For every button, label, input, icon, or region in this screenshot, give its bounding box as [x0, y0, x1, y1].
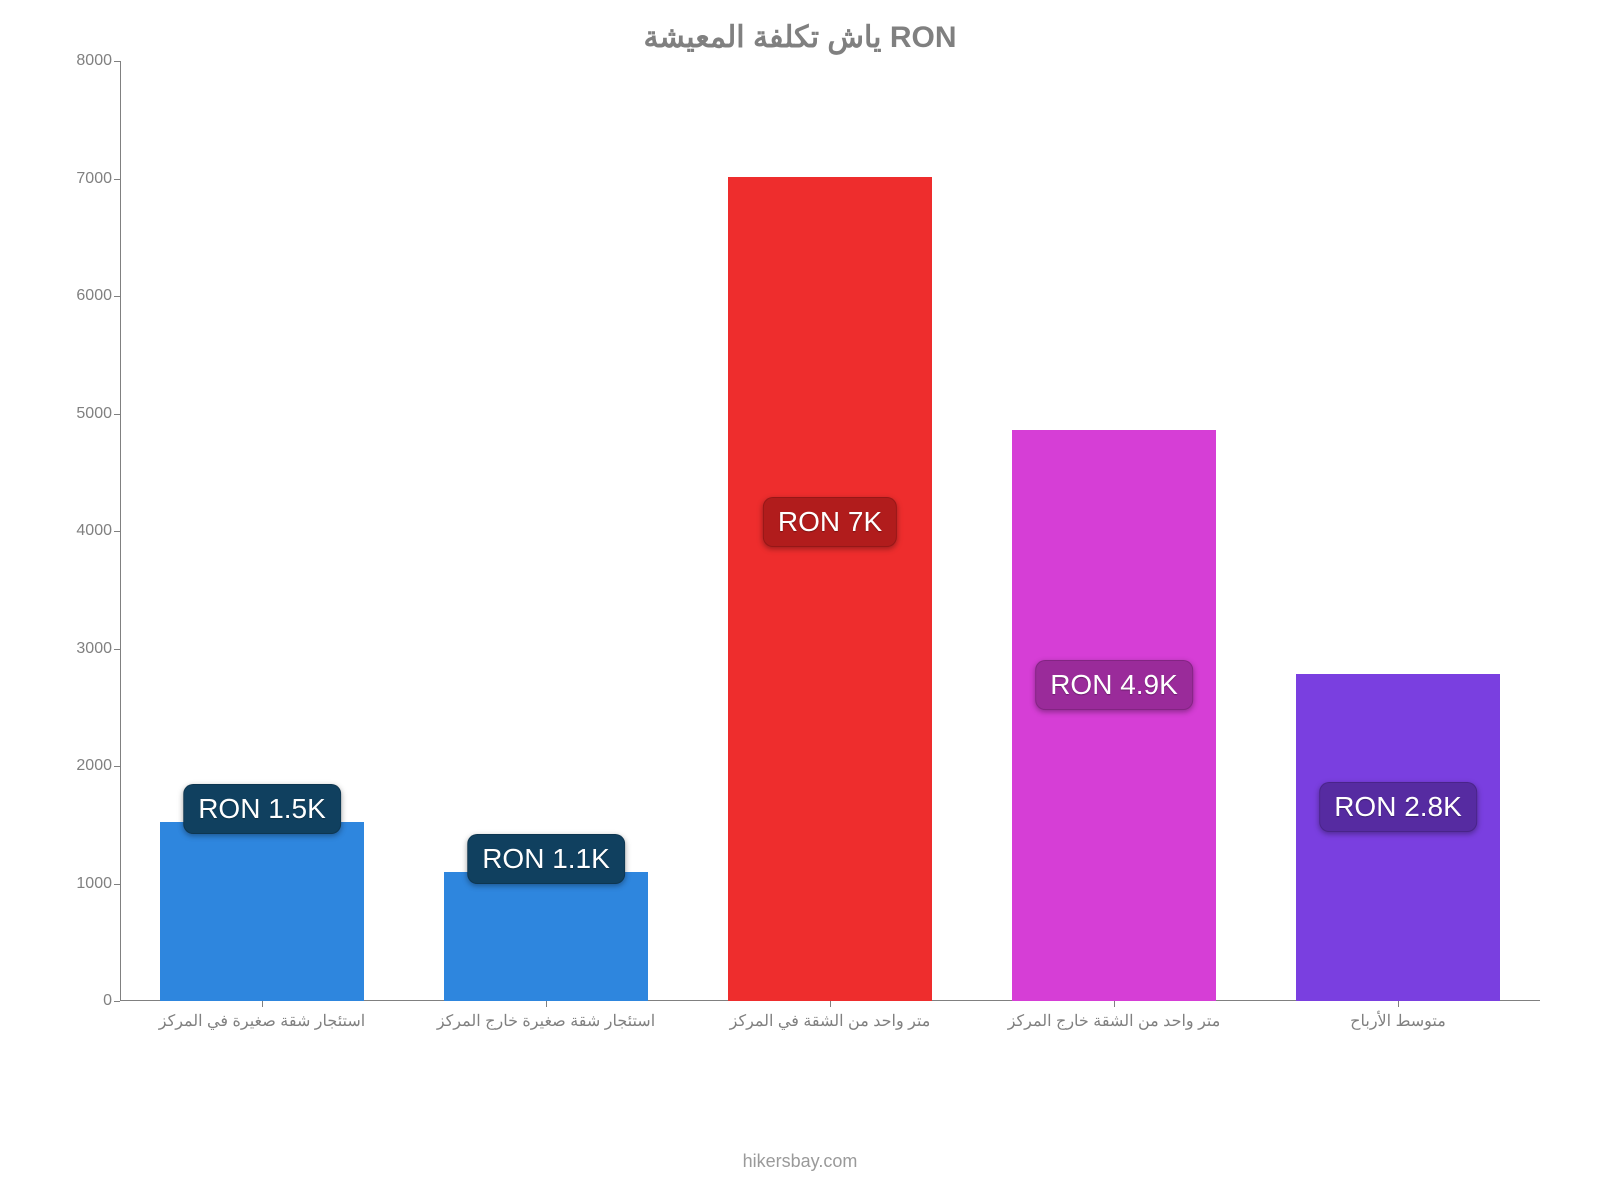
y-tick-label: 2000 — [76, 757, 112, 775]
x-tick-label: متوسط الأرباح — [1350, 1011, 1446, 1031]
y-tick-label: 5000 — [76, 405, 112, 423]
y-axis: 010002000300040005000600070008000 — [60, 61, 120, 1001]
y-tick-label: 0 — [103, 992, 112, 1010]
y-tick-label: 3000 — [76, 640, 112, 658]
value-label: RON 2.8K — [1319, 782, 1477, 832]
credit-text: hikersbay.com — [60, 1151, 1540, 1172]
y-tick-label: 1000 — [76, 875, 112, 893]
y-tick-mark — [114, 531, 120, 532]
y-tick-mark — [114, 61, 120, 62]
cost-of-living-chart: ياش تكلفة المعيشة RON 010002000300040005… — [60, 20, 1540, 1172]
x-tick-label: متر واحد من الشقة في المركز — [730, 1011, 931, 1031]
x-axis-labels: استئجار شقة صغيرة في المركز استئجار شقة ص… — [120, 1001, 1540, 1041]
bar — [1296, 674, 1500, 1001]
x-tick-label: متر واحد من الشقة خارج المركز — [1008, 1011, 1221, 1031]
y-tick-mark — [114, 179, 120, 180]
y-tick-label: 7000 — [76, 170, 112, 188]
value-label: RON 1.1K — [467, 834, 625, 884]
bars-container: RON 1.5K RON 1.1K RON 7K RON 4.9K RON 2.8K — [120, 61, 1540, 1001]
bar — [444, 872, 648, 1001]
x-tick-label: استئجار شقة صغيرة خارج المركز — [437, 1011, 655, 1031]
bar — [160, 822, 364, 1001]
value-label: RON 4.9K — [1035, 660, 1193, 710]
x-tick-label: استئجار شقة صغيرة في المركز — [159, 1011, 365, 1031]
y-tick-label: 4000 — [76, 522, 112, 540]
y-tick-mark — [114, 766, 120, 767]
bar — [728, 177, 932, 1001]
y-tick-mark — [114, 884, 120, 885]
y-tick-label: 6000 — [76, 287, 112, 305]
value-label: RON 7K — [763, 497, 897, 547]
chart-title: ياش تكلفة المعيشة RON — [60, 20, 1540, 55]
y-tick-mark — [114, 296, 120, 297]
plot-area: 010002000300040005000600070008000 RON 1.… — [120, 61, 1540, 1001]
y-tick-mark — [114, 649, 120, 650]
y-tick-mark — [114, 414, 120, 415]
bar — [1012, 430, 1216, 1001]
y-tick-label: 8000 — [76, 52, 112, 70]
value-label: RON 1.5K — [183, 784, 341, 834]
